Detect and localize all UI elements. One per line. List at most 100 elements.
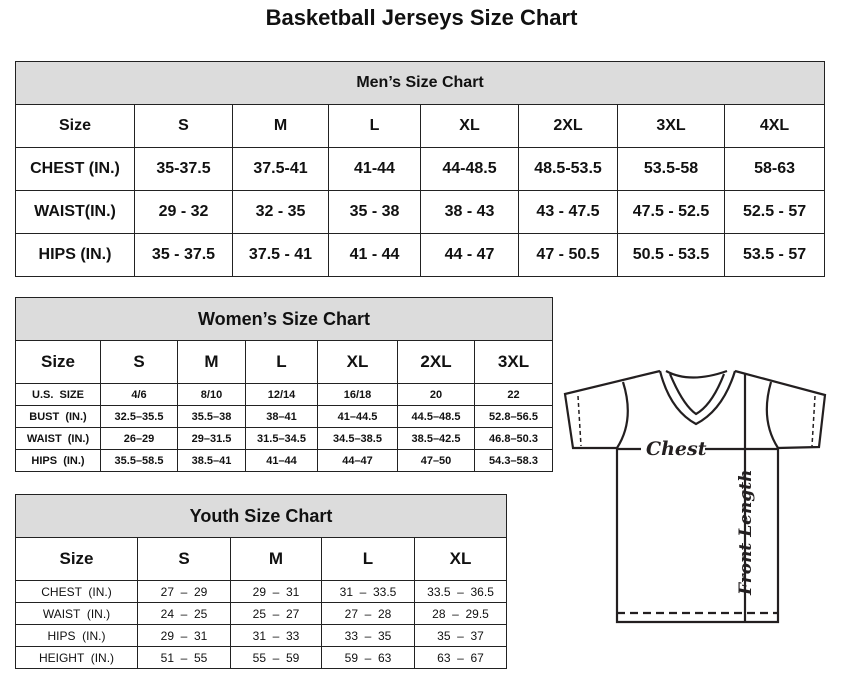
table-cell: 38–41 xyxy=(245,405,318,428)
table-cell: 31 – 33.5 xyxy=(321,580,415,603)
table-cell: 38.5–41 xyxy=(177,449,246,472)
table-cell: 41-44 xyxy=(328,147,421,191)
mens-size-table: Men’s Size Chart Size S M L XL 2XL 3XL 4XL CHEST … xyxy=(14,61,826,277)
table-row: WAIST(IN.) 29 - 32 32 - 35 35 - 38 38 - 43 43… xyxy=(15,190,826,234)
table-cell: 50.5 - 53.5 xyxy=(617,233,725,277)
table-cell: 55 – 59 xyxy=(230,646,322,669)
table-cell: 25 – 27 xyxy=(230,602,322,625)
column-header: 3XL xyxy=(473,340,554,384)
column-header: Size xyxy=(15,537,138,581)
table-cell: 37.5-41 xyxy=(232,147,329,191)
chest-label: Chest xyxy=(646,438,707,460)
table-cell: 16/18 xyxy=(317,383,398,406)
table-cell: 35 - 37.5 xyxy=(134,233,233,277)
table-cell: 27 – 29 xyxy=(137,580,231,603)
jersey-outline xyxy=(563,369,827,624)
table-row: HIPS (IN.) 29 – 31 31 – 33 33 – 35 35 – 37 xyxy=(15,624,508,647)
column-header: Size xyxy=(15,340,101,384)
table-cell: 28 – 29.5 xyxy=(413,602,508,625)
table-cell: 8/10 xyxy=(177,383,246,406)
header-row: Size S M L XL 2XL 3XL xyxy=(15,340,554,384)
table-cell: 52.8–56.5 xyxy=(473,405,554,428)
column-header: S xyxy=(137,537,231,581)
table-cell: 53.5 - 57 xyxy=(723,233,826,277)
table-cell: 29 – 31 xyxy=(137,624,231,647)
column-header: L xyxy=(245,340,318,384)
women-table-caption: Women’s Size Chart xyxy=(14,297,554,341)
row-label: CHEST (IN.) xyxy=(15,580,138,603)
column-header: L xyxy=(328,104,421,148)
column-header: XL xyxy=(413,537,508,581)
table-cell: 29–31.5 xyxy=(177,427,246,450)
table-cell: 41 - 44 xyxy=(328,233,421,277)
column-header: 2XL xyxy=(518,104,618,148)
table-row: CHEST (IN.) 27 – 29 29 – 31 31 – 33.5 33.5 –… xyxy=(15,580,508,603)
womens-size-table: Women’s Size Chart Size S M L XL 2XL 3XL U.S. SI… xyxy=(14,297,554,472)
table-cell: 33.5 – 36.5 xyxy=(413,580,508,603)
row-label: HIPS (IN.) xyxy=(15,449,101,472)
column-header: Size xyxy=(15,104,135,148)
table-cell: 38.5–42.5 xyxy=(397,427,475,450)
column-header: L xyxy=(321,537,415,581)
table-cell: 53.5-58 xyxy=(617,147,725,191)
column-header: S xyxy=(134,104,233,148)
column-header: M xyxy=(232,104,329,148)
youth-size-table: Youth Size Chart Size S M L XL CHEST (IN.) 27 –… xyxy=(14,494,508,669)
men-table-caption: Men’s Size Chart xyxy=(14,61,826,105)
row-label: WAIST (IN.) xyxy=(15,427,101,450)
column-header: XL xyxy=(317,340,398,384)
table-row: WAIST (IN.) 26–29 29–31.5 31.5–34.5 34.5–38.… xyxy=(15,427,554,450)
table-row: CHEST (IN.) 35-37.5 37.5-41 41-44 44-48.5 48.… xyxy=(15,147,826,191)
row-label: HEIGHT (IN.) xyxy=(15,646,138,669)
table-cell: 4/6 xyxy=(100,383,178,406)
table-cell: 35.5–38 xyxy=(177,405,246,428)
header-row: Size S M L XL 2XL 3XL 4XL xyxy=(15,104,826,148)
table-row: WAIST (IN.) 24 – 25 25 – 27 27 – 28 28 – 29.… xyxy=(15,602,508,625)
table-cell: 29 – 31 xyxy=(230,580,322,603)
table-cell: 44–47 xyxy=(317,449,398,472)
table-cell: 35.5–58.5 xyxy=(100,449,178,472)
table-cell: 41–44.5 xyxy=(317,405,398,428)
jersey-diagram: Chest Front Length xyxy=(563,369,827,624)
table-cell: 48.5-53.5 xyxy=(518,147,618,191)
table-cell: 58-63 xyxy=(723,147,826,191)
table-cell: 37.5 - 41 xyxy=(232,233,329,277)
table-cell: 47 - 50.5 xyxy=(518,233,618,277)
row-label: BUST (IN.) xyxy=(15,405,101,428)
table-cell: 44-48.5 xyxy=(420,147,519,191)
table-cell: 32.5–35.5 xyxy=(100,405,178,428)
column-header: S xyxy=(100,340,178,384)
table-cell: 22 xyxy=(473,383,554,406)
front-length-label: Front Length xyxy=(736,470,756,596)
column-header: M xyxy=(177,340,246,384)
table-cell: 44.5–48.5 xyxy=(397,405,475,428)
table-cell: 34.5–38.5 xyxy=(317,427,398,450)
page-title: Basketball Jerseys Size Chart xyxy=(265,5,578,30)
table-cell: 32 - 35 xyxy=(232,190,329,234)
table-cell: 12/14 xyxy=(245,383,318,406)
table-cell: 24 – 25 xyxy=(137,602,231,625)
table-cell: 38 - 43 xyxy=(420,190,519,234)
table-row: HIPS (IN.) 35.5–58.5 38.5–41 41–44 44–47 47–5… xyxy=(15,449,554,472)
table-cell: 54.3–58.3 xyxy=(473,449,554,472)
column-header: XL xyxy=(420,104,519,148)
table-row: U.S. SIZE 4/6 8/10 12/14 16/18 20 22 xyxy=(15,383,554,406)
table-cell: 31.5–34.5 xyxy=(245,427,318,450)
table-cell: 27 – 28 xyxy=(321,602,415,625)
table-cell: 46.8–50.3 xyxy=(473,427,554,450)
table-cell: 20 xyxy=(397,383,475,406)
table-cell: 35 – 37 xyxy=(413,624,508,647)
table-cell: 26–29 xyxy=(100,427,178,450)
table-cell: 52.5 - 57 xyxy=(723,190,826,234)
table-cell: 41–44 xyxy=(245,449,318,472)
row-label: WAIST(IN.) xyxy=(15,190,135,234)
table-cell: 44 - 47 xyxy=(420,233,519,277)
collar xyxy=(658,369,737,426)
table-cell: 51 – 55 xyxy=(137,646,231,669)
table-cell: 33 – 35 xyxy=(321,624,415,647)
header-row: Size S M L XL xyxy=(15,537,508,581)
column-header: 4XL xyxy=(723,104,826,148)
table-cell: 43 - 47.5 xyxy=(518,190,618,234)
table-cell: 47.5 - 52.5 xyxy=(617,190,725,234)
youth-table-caption: Youth Size Chart xyxy=(14,494,508,538)
